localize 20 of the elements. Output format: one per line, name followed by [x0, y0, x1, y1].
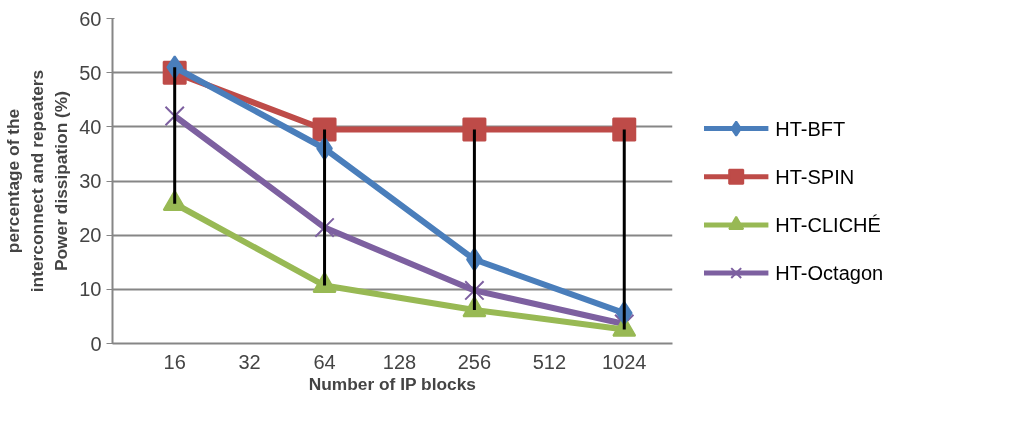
legend-label: HT-SPIN — [775, 165, 855, 188]
x-tick-label: 256 — [457, 350, 492, 373]
x-tick-label: 32 — [238, 350, 261, 373]
x-tick-label: 64 — [313, 350, 336, 373]
y-tick-label: 10 — [79, 278, 102, 301]
y-tick-label: 30 — [79, 170, 102, 192]
y-tick-label: 50 — [79, 61, 102, 84]
y-tick-label: 40 — [79, 115, 102, 138]
legend-label: HT-CLICHÉ — [775, 213, 881, 236]
x-tick-label: 128 — [382, 350, 417, 373]
x-tick-label: 512 — [532, 350, 567, 373]
y-axis-title: percentage of the interconnect and repeaters Power dissipation (%) — [3, 69, 72, 293]
x-axis-title: Number of IP blocks — [308, 373, 476, 394]
y-tick-label: 60 — [79, 7, 102, 30]
legend-label: HT-Octagon — [775, 262, 884, 285]
x-tick-label: 1024 — [602, 350, 647, 373]
y-tick-label: 20 — [79, 224, 102, 247]
x-tick-label: 16 — [163, 350, 186, 373]
legend-label: HT-BFT — [775, 117, 846, 140]
y-tick-label: 0 — [90, 332, 102, 355]
